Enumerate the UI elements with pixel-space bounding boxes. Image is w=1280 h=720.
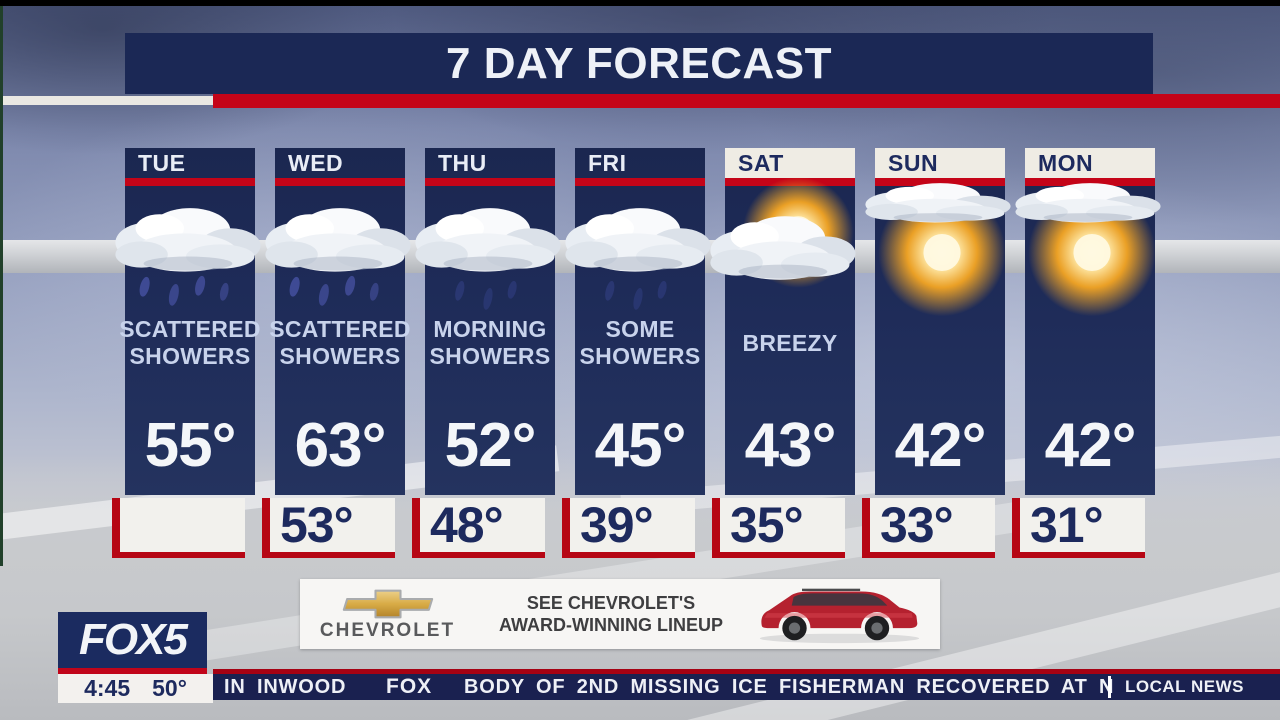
day-underline [1025,178,1155,186]
day-label: SUN [888,149,939,176]
day-underline [275,178,405,186]
ticker-divider [1108,676,1111,698]
day-header: MON [1025,148,1155,178]
low-temp-cell: 31° [1012,497,1145,558]
ticker-item: IN INWOOD [224,676,347,698]
ticker-item: BODY OF 2ND MISSING ICE FISHERMAN RECOVE… [464,676,1115,698]
condition-text: MORNING SHOWERS [425,314,555,372]
condition-line1: BREEZY [742,329,838,356]
day-underline [875,178,1005,186]
ad-line1: SEE CHEVROLET'S [526,593,696,613]
low-temp: 31° [1030,497,1104,553]
ticker-category: LOCAL NEWS [1125,677,1244,696]
low-temp-cell: 53° [262,497,395,558]
page-title: 7 DAY FORECAST [446,38,832,88]
chevrolet-wordmark: CHEVROLET [319,620,456,641]
day-label: WED [288,149,344,176]
forecast-column-wed: WED SCATTERED SHOWERS 63° [265,148,411,495]
day-header: SUN [875,148,1005,178]
condition-line2: SHOWERS [129,343,251,369]
low-temp-cell: 39° [562,497,695,558]
chevrolet-brand-block: CHEVROLET [300,586,475,642]
top-white-strip [0,96,213,105]
forecast-column-sun: SUN 42° [865,148,1011,495]
condition-text: BREEZY [725,314,855,372]
day-underline [125,178,255,186]
top-red-strip [213,94,1280,108]
station-logo-red-bar [58,668,207,674]
condition-line1: SOME [605,316,675,342]
high-temp: 63° [294,411,387,480]
day-label: TUE [138,149,186,176]
day-label: FRI [588,149,627,176]
high-temp: 45° [594,411,687,480]
ad-line2: AWARD-WINNING LINEUP [499,615,723,635]
high-temp: 42° [894,411,987,480]
condition-line1: MORNING [433,316,547,342]
high-temp: 43° [744,411,837,480]
low-temp-cell: 35° [712,497,845,558]
condition-line2: SHOWERS [279,343,401,369]
day-label: THU [438,149,487,176]
condition-line2: SHOWERS [579,343,701,369]
time-temp-bug: 4:45 50° [58,674,213,703]
condition-line1: SCATTERED [269,316,411,342]
forecast-column-sat: SAT BREEZY 43° [710,148,856,495]
high-temp: 42° [1044,411,1137,480]
low-temp: 39° [580,497,654,553]
condition-text [875,314,1005,372]
high-temp: 52° [444,411,537,480]
high-temp: 55° [144,411,237,480]
day-underline [575,178,705,186]
condition-text: SCATTERED SHOWERS [119,314,260,372]
forecast-column-thu: THU MORNING SHOWERS 52° [415,148,561,495]
news-ticker: IN INWOOD FOX BODY OF 2ND MISSING ICE FI… [213,674,1280,700]
fox-network-logo: FOX [386,675,433,698]
low-temp: 53° [280,497,354,553]
icon-area [1015,183,1161,317]
forecast-column-fri: FRI SOME SHOWERS 45° [565,148,711,495]
station-logo: FOX5 [58,612,207,668]
icon-area [265,186,411,314]
title-banner: 7 DAY FORECAST [125,33,1153,94]
day-header: WED [275,148,405,178]
condition-line2: SHOWERS [429,343,551,369]
ad-text: SEE CHEVROLET'S AWARD-WINNING LINEUP [475,592,747,636]
low-temp: 33° [880,497,954,553]
ticker-red-line [213,669,1280,674]
left-edge-artifact [0,6,3,566]
icon-area [415,186,561,314]
icon-area [565,186,711,314]
mostly-sunny-icon [1015,183,1161,317]
forecast-column-mon: MON 42° [1015,148,1161,495]
low-temp: 35° [730,497,804,553]
chevrolet-bowtie-icon [342,589,433,619]
low-temp-cell: 33° [862,497,995,558]
icon-area [115,186,261,314]
day-header: TUE [125,148,255,178]
day-label: SAT [738,149,784,176]
icon-area [710,176,856,314]
forecast-column-tue: TUE SCATTERED SHOWERS 55° [115,148,261,495]
day-label: MON [1038,149,1094,176]
condition-text [1025,314,1155,372]
current-time: 4:45 [84,675,131,701]
condition-line1: SCATTERED [119,316,261,342]
red-suv-image [759,588,920,644]
low-temp: 48° [430,497,504,553]
icon-area [865,183,1011,317]
day-header: FRI [575,148,705,178]
low-temp-cell [112,498,245,558]
ad-banner: CHEVROLET SEE CHEVROLET'S AWARD-WINNING … [300,579,940,649]
low-temp-cell: 48° [412,497,545,558]
top-black-bar [0,0,1280,6]
condition-text: SOME SHOWERS [575,314,705,372]
current-temp: 50° [152,675,187,701]
condition-text: SCATTERED SHOWERS [269,314,410,372]
day-header: THU [425,148,555,178]
day-header: SAT [725,148,855,178]
day-underline [425,178,555,186]
station-logo-text: FOX5 [79,615,188,664]
